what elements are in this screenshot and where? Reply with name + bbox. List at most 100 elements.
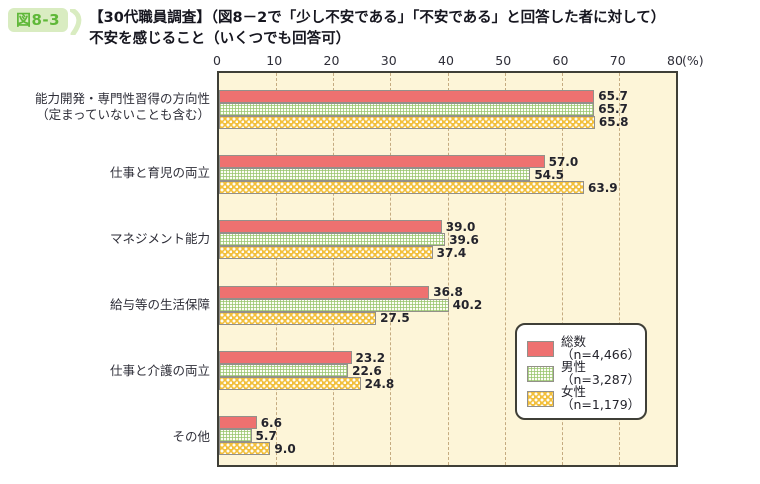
category-label: 能力開発・専門性習得の方向性 （定まっていないことも含む） bbox=[0, 71, 210, 137]
x-tick-50: 50 bbox=[495, 53, 512, 69]
bar-total bbox=[219, 351, 352, 365]
category-label-line: 仕事と育児の両立 bbox=[109, 165, 210, 181]
category-label: 仕事と介護の両立 bbox=[0, 335, 210, 401]
bar-group: 36.8 40.2 27.5 bbox=[219, 269, 676, 334]
bar-female bbox=[219, 246, 433, 260]
x-tick-30: 30 bbox=[380, 53, 397, 69]
bar-value-label: 5.7 bbox=[255, 428, 277, 443]
figure-title-line1: 【30代職員調査】（図8－2で「少し不安である」「不安である」と回答した者に対し… bbox=[89, 10, 666, 26]
figure-header: 図8-3 【30代職員調査】（図8－2で「少し不安である」「不安である」と回答し… bbox=[0, 0, 760, 49]
plot-area-outer: 65.7 65.7 65.8 bbox=[217, 71, 678, 468]
gridline bbox=[390, 73, 392, 466]
bar-row: 24.8 bbox=[219, 376, 676, 391]
legend-swatch-male bbox=[527, 365, 554, 382]
bar-row: 39.0 bbox=[219, 220, 676, 234]
category-label-line: 仕事と介護の両立 bbox=[109, 363, 210, 379]
bar-row: 6.6 bbox=[219, 415, 676, 430]
legend-item-total: 総数（n=4,466） bbox=[527, 335, 640, 361]
category-label-line: （定まっていないことも含む） bbox=[36, 107, 210, 123]
bar-value-label: 37.4 bbox=[436, 245, 467, 260]
bar-row: 22.6 bbox=[219, 363, 676, 378]
legend-label-male: 男性（n=3,287） bbox=[561, 359, 641, 387]
bar-group: 65.7 65.7 65.8 bbox=[219, 73, 676, 138]
bar-value-label: 23.2 bbox=[355, 350, 386, 365]
legend-item-male: 男性（n=3,287） bbox=[527, 360, 640, 386]
x-tick-80: 80 bbox=[667, 53, 683, 69]
gridline bbox=[561, 73, 563, 466]
bar-value-label: 63.9 bbox=[588, 180, 618, 195]
bar-female bbox=[219, 115, 595, 129]
legend-swatch-total bbox=[527, 340, 554, 357]
bar-total bbox=[219, 285, 430, 299]
bar-row: 40.2 bbox=[219, 298, 676, 313]
bar-value-label: 22.6 bbox=[352, 363, 382, 378]
figure-number-badge: 図8-3 bbox=[8, 8, 69, 32]
x-tick-40: 40 bbox=[438, 53, 454, 69]
x-tick-0: 0 bbox=[213, 53, 221, 69]
category-label: その他 bbox=[0, 401, 210, 467]
legend-label-female: 女性（n=1,179） bbox=[561, 384, 641, 412]
category-label-line: 能力開発・専門性習得の方向性 bbox=[34, 90, 210, 106]
bar-row: 23.2 bbox=[219, 350, 676, 365]
bar-row: 37.4 bbox=[219, 245, 676, 260]
bar-group: 6.6 5.7 9.0 bbox=[219, 400, 676, 465]
x-tick-20: 20 bbox=[323, 53, 340, 69]
category-label-line: 給与等の生活保障 bbox=[109, 297, 210, 313]
bar-male bbox=[219, 233, 446, 247]
bar-groups: 65.7 65.7 65.8 bbox=[219, 73, 676, 465]
figure-title: 【30代職員調査】（図8－2で「少し不安である」「不安である」と回答した者に対し… bbox=[89, 7, 665, 49]
bar-male bbox=[219, 102, 595, 116]
bar-row: 54.5 bbox=[219, 168, 676, 182]
gridline bbox=[447, 73, 449, 466]
bar-male bbox=[219, 298, 449, 312]
x-axis: 0 10 20 30 40 50 60 70 80 (%) bbox=[213, 53, 704, 69]
bar-female bbox=[219, 377, 361, 391]
bar-row: 65.7 bbox=[219, 89, 676, 104]
bar-group: 57.0 54.5 63.9 bbox=[219, 138, 676, 203]
x-tick-60: 60 bbox=[552, 53, 569, 69]
x-axis-unit: (%) bbox=[682, 53, 704, 69]
bar-female bbox=[219, 181, 585, 195]
bar-value-label: 40.2 bbox=[452, 298, 483, 313]
bar-row: 57.0 bbox=[219, 154, 676, 169]
bar-value-label: 27.5 bbox=[380, 311, 410, 326]
bar-total bbox=[219, 155, 545, 169]
bar-row: 65.8 bbox=[219, 115, 676, 130]
category-label: 給与等の生活保障 bbox=[0, 269, 210, 335]
bar-value-label: 65.8 bbox=[598, 115, 629, 130]
bar-row: 63.9 bbox=[219, 180, 676, 195]
gridline bbox=[504, 73, 506, 466]
bar-group: 23.2 22.6 24.8 bbox=[219, 334, 676, 399]
bar-value-label: 9.0 bbox=[274, 441, 296, 456]
gridline bbox=[618, 73, 620, 466]
legend-swatch-female bbox=[527, 390, 554, 407]
figure-title-line2: 不安を感じること（いくつでも回答可） bbox=[89, 30, 351, 47]
gridline bbox=[276, 73, 278, 466]
bar-row: 39.6 bbox=[219, 233, 676, 247]
bar-value-label: 24.8 bbox=[364, 376, 395, 391]
bar-value-label: 65.7 bbox=[598, 102, 628, 117]
bar-row: 5.7 bbox=[219, 428, 676, 443]
x-tick-10: 10 bbox=[266, 53, 283, 69]
legend-item-female: 女性（n=1,179） bbox=[527, 385, 640, 411]
gridline bbox=[333, 73, 335, 466]
bar-row: 65.7 bbox=[219, 102, 676, 117]
bar-female bbox=[219, 311, 377, 325]
legend: 総数（n=4,466） 男性（n=3,287） 女性（n=1,179） bbox=[515, 323, 647, 421]
bar-value-label: 57.0 bbox=[548, 154, 579, 169]
bar-female bbox=[219, 442, 271, 456]
bar-row: 9.0 bbox=[219, 441, 676, 456]
category-label: マネジメント能力 bbox=[0, 203, 210, 269]
bar-value-label: 65.7 bbox=[598, 89, 628, 104]
bar-value-label: 36.8 bbox=[433, 285, 463, 300]
category-label-line: マネジメント能力 bbox=[109, 231, 210, 247]
category-label: 仕事と育児の両立 bbox=[0, 137, 210, 203]
bar-value-label: 6.6 bbox=[260, 415, 282, 430]
bar-group: 39.0 39.6 37.4 bbox=[219, 204, 676, 269]
bar-row: 27.5 bbox=[219, 311, 676, 326]
plot-area: 65.7 65.7 65.8 bbox=[217, 71, 678, 468]
bar-male bbox=[219, 364, 349, 378]
chart-body: 能力開発・専門性習得の方向性 （定まっていないことも含む） 仕事と育児の両立 マ… bbox=[0, 71, 760, 468]
bar-male bbox=[219, 168, 531, 182]
